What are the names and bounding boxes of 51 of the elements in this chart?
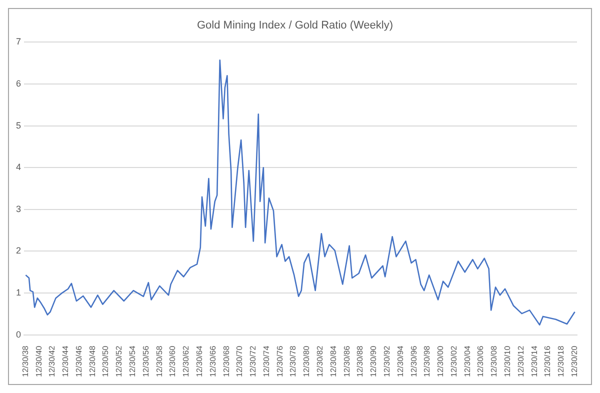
x-tick-label: 12/30/92	[382, 345, 392, 377]
x-tick-label: 12/30/08	[490, 345, 499, 377]
x-tick-label: 12/30/40	[34, 345, 44, 377]
y-tick-label: 4	[16, 162, 22, 172]
x-tick-label: 12/30/86	[342, 345, 352, 377]
x-tick-label: 12/30/60	[168, 345, 178, 377]
x-tick-label: 12/30/20	[570, 345, 579, 377]
x-tick-label: 12/30/02	[449, 345, 458, 377]
y-tick-label: 5	[16, 120, 22, 130]
x-tick-label: 12/30/16	[543, 345, 552, 377]
y-tick-label: 6	[16, 78, 22, 88]
x-tick-label: 12/30/12	[516, 345, 526, 377]
y-tick-label: 0	[16, 329, 22, 340]
x-tick-label: 12/30/96	[409, 345, 418, 377]
x-tick-label: 12/30/76	[275, 345, 284, 377]
x-tick-label: 12/30/10	[502, 345, 512, 377]
y-tick-label: 1	[16, 288, 22, 298]
x-tick-label: 12/30/74	[262, 345, 271, 377]
x-tick-label: 12/30/90	[369, 345, 378, 377]
x-tick-label: 12/30/98	[422, 345, 432, 377]
x-tick-label: 12/30/18	[556, 345, 566, 377]
x-tick-label: 12/30/70	[235, 345, 244, 377]
x-tick-label: 12/30/52	[114, 345, 124, 377]
x-tick-label: 12/30/72	[248, 345, 258, 377]
x-tick-label: 12/30/68	[222, 345, 231, 377]
x-tick-label: 12/30/66	[208, 345, 218, 377]
x-tick-label: 12/30/14	[530, 345, 539, 377]
x-tick-label: 12/30/38	[20, 345, 30, 377]
x-tick-label: 12/30/42	[48, 345, 57, 377]
x-tick-label: 12/30/50	[101, 345, 110, 377]
x-tick-label: 12/30/44	[61, 345, 70, 377]
x-tick-label: 12/30/04	[462, 345, 472, 377]
x-tick-label: 12/30/58	[154, 345, 164, 377]
y-tick-label: 2	[16, 246, 22, 256]
x-tick-label: 12/30/62	[182, 345, 191, 377]
x-tick-label: 12/30/48	[88, 345, 97, 377]
x-tick-label: 12/30/00	[436, 345, 446, 377]
x-tick-label: 12/30/94	[396, 345, 405, 377]
x-tick-label: 12/30/56	[141, 345, 150, 377]
x-tick-label: 12/30/46	[74, 345, 84, 377]
chart-title: Gold Mining Index / Gold Ratio (Weekly)	[196, 20, 394, 32]
x-tick-label: 12/30/06	[476, 345, 486, 377]
y-tick-label: 7	[16, 36, 22, 47]
y-tick-label: 3	[16, 204, 22, 214]
x-tick-label: 12/30/88	[356, 345, 365, 377]
x-tick-label: 12/30/84	[328, 345, 338, 377]
x-tick-label: 12/30/82	[315, 345, 324, 377]
x-tick-label: 12/30/54	[128, 345, 137, 377]
x-tick-label: 12/30/64	[194, 345, 204, 377]
x-tick-label: 12/30/80	[302, 345, 312, 377]
x-tick-label: 12/30/78	[288, 345, 298, 377]
